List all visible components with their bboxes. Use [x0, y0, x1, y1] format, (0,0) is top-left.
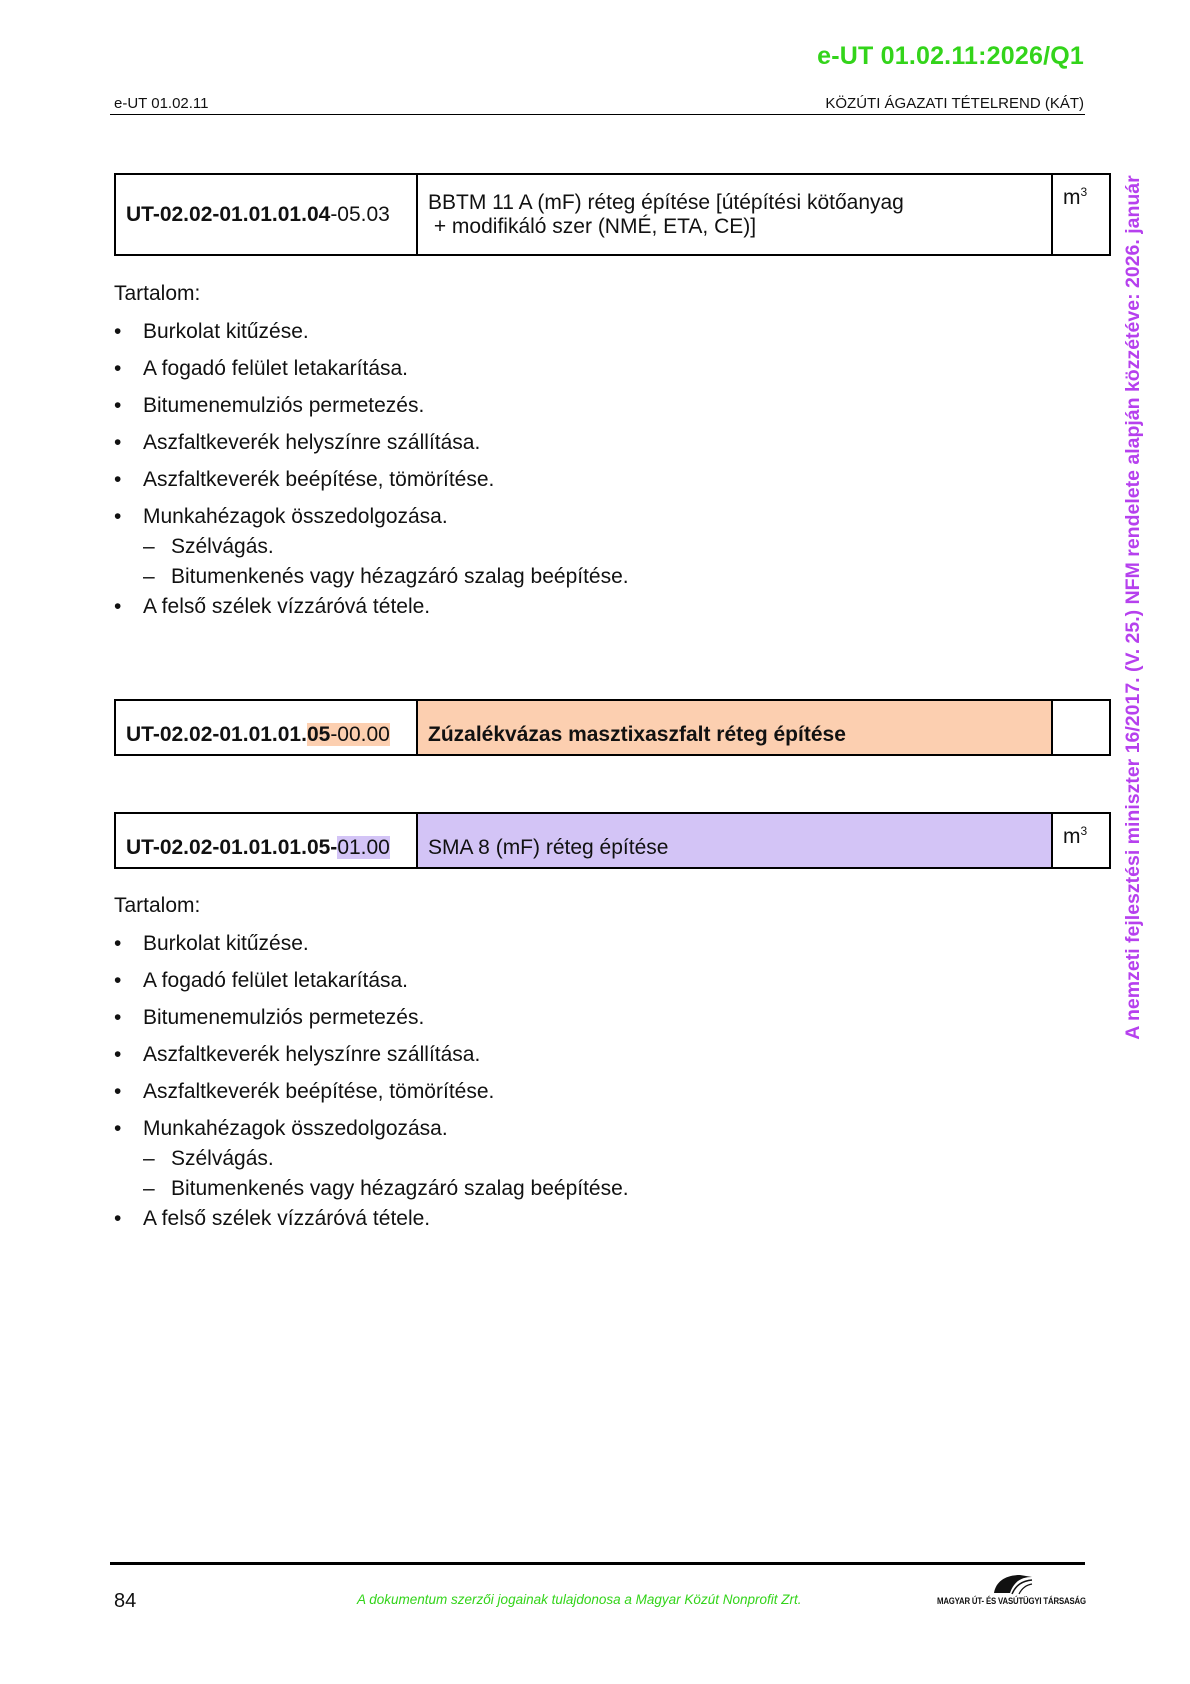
content-label: Tartalom:: [114, 894, 201, 917]
item-code: UT-02.02-01.01.01.05-01.00: [114, 812, 418, 869]
copyright-note: A dokumentum szerzői jogainak tulajdonos…: [357, 1592, 802, 1607]
header-left: e-UT 01.02.11: [114, 95, 209, 112]
sub-list-item: Bitumenkenés vagy hézagzáró szalag beépí…: [114, 565, 629, 595]
list-item: A fogadó felület letakarítása.: [114, 969, 629, 1006]
document-id: e-UT 01.02.11:2026/Q1: [817, 42, 1084, 70]
code-highlight-rest: 01.00: [337, 835, 390, 859]
content-list: Burkolat kitűzése.A fogadó felület letak…: [114, 932, 629, 1244]
sub-list-item: Bitumenkenés vagy hézagzáró szalag beépí…: [114, 1177, 629, 1207]
item-title: SMA 8 (mF) réteg építése: [416, 812, 1053, 869]
list-item: Aszfaltkeverék beépítése, tömörítése.: [114, 468, 629, 505]
unit: m: [1063, 825, 1081, 848]
list-item: A fogadó felület letakarítása.: [114, 357, 629, 394]
code-rest: -05.03: [330, 202, 390, 226]
sub-list-item: Szélvágás.: [114, 535, 629, 565]
footer-divider: [110, 1562, 1085, 1565]
list-item: Bitumenemulziós permetezés.: [114, 394, 629, 431]
sub-list-item: Szélvágás.: [114, 1147, 629, 1177]
list-item: Aszfaltkeverék beépítése, tömörítése.: [114, 1080, 629, 1117]
title-line-1: BBTM 11 A (mF) réteg építése [útépítési …: [428, 190, 904, 214]
code-bold: UT-02.02-01.01.01.: [126, 722, 307, 746]
item-table-2: UT-02.02-01.01.01.05-00.00 Zúzalékvázas …: [114, 699, 1111, 756]
item-code: UT-02.02-01.01.01.04-05.03: [114, 173, 418, 256]
list-item: A felső szélek vízzáróvá tétele.: [114, 595, 629, 632]
list-item: Aszfaltkeverék helyszínre szállítása.: [114, 431, 629, 468]
item-title: Zúzalékvázas masztixaszfalt réteg építés…: [416, 699, 1053, 756]
logo-mark-icon: [994, 1575, 1033, 1595]
item-unit: m3: [1051, 173, 1111, 256]
title-line-2: + modifikáló szer (NMÉ, ETA, CE)]: [428, 214, 757, 238]
code-bold: UT-02.02-01.01.01.05-: [126, 835, 338, 859]
society-logo: MAGYAR ÚT- ÉS VASÚTÜGYI TÁRSASÁG: [937, 1573, 1086, 1613]
logo-text: MAGYAR ÚT- ÉS VASÚTÜGYI TÁRSASÁG: [937, 1596, 1086, 1607]
content-label: Tartalom:: [114, 282, 201, 305]
list-item: Burkolat kitűzése.: [114, 932, 629, 969]
list-item: Bitumenemulziós permetezés.: [114, 1006, 629, 1043]
item-unit: m3: [1051, 812, 1111, 869]
list-item: A felső szélek vízzáróvá tétele.: [114, 1207, 629, 1244]
unit-sup: 3: [1080, 824, 1088, 838]
list-item: Burkolat kitűzése.: [114, 320, 629, 357]
code-highlight-bold: 05: [306, 722, 331, 746]
item-unit: [1051, 699, 1111, 756]
content-list: Burkolat kitűzése.A fogadó felület letak…: [114, 320, 629, 632]
list-item: Munkahézagok összedolgozása.: [114, 505, 629, 535]
list-item: Aszfaltkeverék helyszínre szállítása.: [114, 1043, 629, 1080]
item-table-1: UT-02.02-01.01.01.04-05.03 BBTM 11 A (mF…: [114, 173, 1111, 256]
item-title: BBTM 11 A (mF) réteg építése [útépítési …: [416, 173, 1053, 256]
page-number: 84: [114, 1590, 137, 1612]
item-code: UT-02.02-01.01.01.05-00.00: [114, 699, 418, 756]
list-item: Munkahézagok összedolgozása.: [114, 1117, 629, 1147]
header-right: KÖZÚTI ÁGAZATI TÉTELREND (KÁT): [825, 95, 1084, 112]
code-highlight-rest: -00.00: [330, 722, 390, 746]
side-publication-note: A nemzeti fejlesztési miniszter 16/2017.…: [1122, 175, 1144, 1040]
unit-sup: 3: [1080, 185, 1088, 199]
header-divider: [110, 114, 1085, 115]
code-bold: UT-02.02-01.01.01.04: [126, 202, 331, 226]
item-table-3: UT-02.02-01.01.01.05-01.00 SMA 8 (mF) ré…: [114, 812, 1111, 869]
unit: m: [1063, 186, 1081, 209]
